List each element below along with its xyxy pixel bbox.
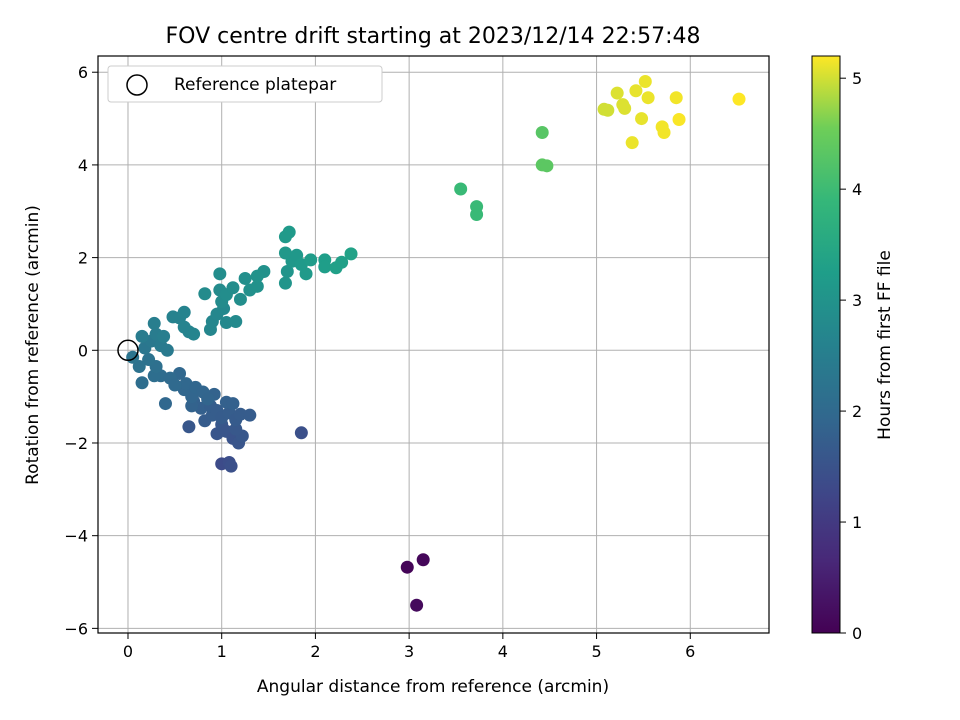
grid: [98, 56, 769, 633]
data-point: [629, 84, 643, 98]
data-point: [168, 378, 182, 392]
x-tick-label: 2: [310, 642, 320, 661]
y-tick-label: −2: [64, 434, 88, 453]
data-point: [229, 315, 243, 329]
data-point: [410, 598, 424, 612]
data-point: [344, 247, 358, 261]
colorbar-gradient: [811, 55, 841, 634]
x-tick-label: 1: [217, 642, 227, 661]
data-point: [618, 101, 632, 115]
data-point: [233, 407, 247, 421]
data-point: [318, 260, 332, 274]
colorbar-tick-label: 2: [852, 402, 862, 421]
data-point: [610, 86, 624, 100]
data-point: [597, 102, 611, 116]
data-point: [470, 208, 484, 222]
x-tick-label: 3: [404, 642, 414, 661]
x-axis-label: Angular distance from reference (arcmin): [257, 677, 609, 697]
data-point: [278, 276, 292, 290]
data-point: [147, 316, 161, 330]
colorbar-tick-label: 0: [852, 624, 862, 643]
y-tick-label: 6: [78, 63, 88, 82]
data-point: [132, 360, 146, 374]
colorbar-label: Hours from first FF file: [875, 250, 895, 440]
data-point: [157, 329, 171, 343]
y-axis-ticks: −6 −4 −2 0 2 4 6: [64, 63, 98, 638]
data-points: [126, 74, 746, 612]
x-tick-label: 5: [591, 642, 601, 661]
data-point: [135, 376, 149, 390]
x-axis-ticks: 0 1 2 3 4 5 6: [123, 633, 695, 661]
y-tick-label: 4: [78, 156, 88, 175]
plot-frame: [97, 55, 770, 634]
data-point: [177, 305, 191, 319]
data-point: [635, 112, 649, 126]
colorbar-tick-label: 3: [852, 291, 862, 310]
data-point: [535, 125, 549, 139]
data-point: [732, 92, 746, 106]
data-point: [299, 267, 313, 281]
data-point: [213, 267, 227, 281]
data-point: [669, 91, 683, 105]
y-tick-label: −4: [64, 527, 88, 546]
legend: Reference platepar: [107, 65, 383, 103]
data-point: [226, 397, 240, 411]
data-point: [335, 255, 349, 269]
reference-marker: [117, 339, 139, 362]
colorbar: 0 1 2 3 4 5 Hours from first FF file: [811, 55, 895, 643]
data-point: [160, 343, 174, 357]
y-tick-label: 0: [78, 341, 88, 360]
data-point: [304, 253, 318, 267]
data-point: [187, 327, 201, 341]
x-tick-label: 0: [123, 642, 133, 661]
data-point: [219, 315, 233, 329]
colorbar-tick-label: 4: [852, 180, 862, 199]
colorbar-tick-label: 1: [852, 513, 862, 532]
data-point: [135, 329, 149, 343]
data-point: [278, 246, 292, 260]
data-point: [278, 230, 292, 244]
legend-box: [107, 65, 383, 103]
data-point: [672, 112, 686, 126]
data-point: [454, 182, 468, 196]
legend-marker: [126, 74, 148, 96]
data-point: [198, 287, 212, 301]
x-tick-label: 4: [498, 642, 508, 661]
data-point: [625, 136, 639, 150]
y-tick-label: −6: [64, 619, 88, 638]
data-point: [182, 420, 196, 434]
chart-title: FOV centre drift starting at 2023/12/14 …: [166, 24, 701, 49]
data-point: [400, 560, 414, 574]
legend-entry: Reference platepar: [174, 75, 336, 95]
data-point: [416, 553, 430, 567]
data-point: [243, 408, 257, 422]
data-point: [226, 281, 240, 295]
colorbar-ticks: 0 1 2 3 4 5: [840, 69, 862, 643]
data-point: [250, 269, 264, 283]
x-tick-label: 6: [685, 642, 695, 661]
data-point: [238, 271, 252, 285]
data-point: [250, 279, 264, 293]
data-point: [224, 459, 238, 473]
data-point: [657, 125, 671, 139]
data-point: [185, 399, 199, 413]
data-point: [158, 397, 172, 411]
data-point: [229, 422, 243, 436]
y-axis-label: Rotation from reference (arcmin): [23, 205, 43, 485]
data-point: [641, 91, 655, 105]
data-point: [294, 426, 308, 440]
data-point: [638, 74, 652, 88]
data-point: [540, 159, 554, 173]
data-point: [280, 265, 294, 279]
data-point: [142, 353, 156, 367]
y-tick-label: 2: [78, 249, 88, 268]
data-point: [201, 392, 215, 406]
colorbar-tick-label: 5: [852, 69, 862, 88]
data-point: [233, 292, 247, 306]
